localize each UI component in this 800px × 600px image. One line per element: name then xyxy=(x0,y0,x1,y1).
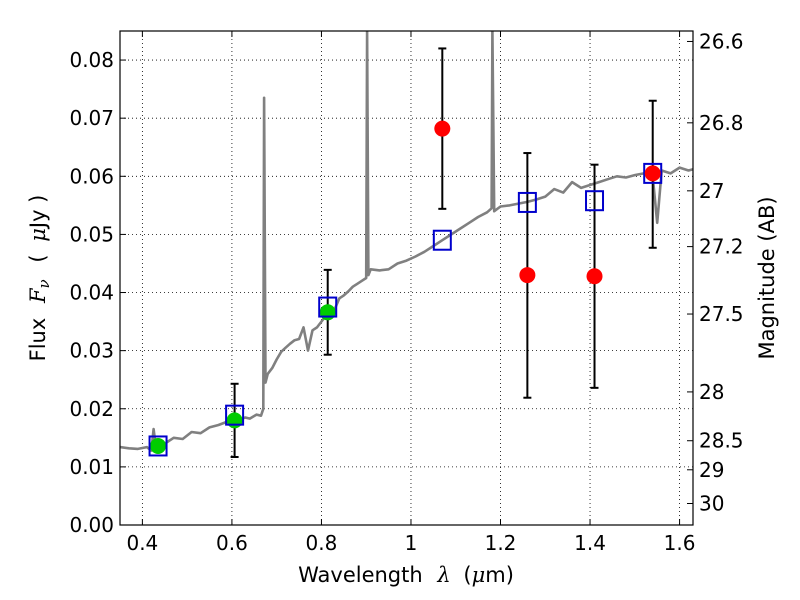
y-tick-label: 0.08 xyxy=(69,48,114,72)
mag-tick-label: 28.5 xyxy=(699,429,744,453)
y-tick-label: 0.07 xyxy=(69,106,114,130)
mag-tick-label: 28 xyxy=(699,380,724,404)
y-tick-label: 0.03 xyxy=(69,339,114,363)
marker-layer xyxy=(148,120,663,457)
plot-frame xyxy=(119,30,694,526)
y-label-mu: μ xyxy=(26,228,50,242)
model-square-marker xyxy=(585,190,605,212)
mag-tick-label: 27 xyxy=(699,179,724,203)
y-tick-label: 0.04 xyxy=(69,281,114,305)
grid xyxy=(120,31,693,526)
model-square-marker xyxy=(148,435,168,457)
x-tick-label: 1 xyxy=(405,531,418,555)
y-tick-label: 0.06 xyxy=(69,164,114,188)
mag-tick-label: 29 xyxy=(699,458,724,482)
x-label-mu: μ xyxy=(472,563,486,587)
y-label-unit: Jy ) xyxy=(26,195,50,231)
mag-tick-label: 26.8 xyxy=(699,111,744,135)
y-tick-label: 0.01 xyxy=(69,455,114,479)
y2-axis-label: Magnitude (AB) xyxy=(755,196,779,359)
red-data-point xyxy=(519,267,536,284)
x-tick-label: 1.2 xyxy=(485,531,517,555)
y-tick-label: 0.05 xyxy=(69,222,114,246)
x-axis-label: Wavelength λ (μm) xyxy=(298,563,514,587)
mag-tick-label: 26.6 xyxy=(699,29,744,53)
y-axis-label: Flux Fν ( μJy ) xyxy=(26,195,54,362)
model-square-marker xyxy=(432,229,452,251)
y-label-symbol: F xyxy=(26,287,50,304)
spectrum-line xyxy=(120,31,693,452)
errorbar-layer xyxy=(230,47,657,459)
green-data-point xyxy=(150,437,167,454)
y-label-paren: ( xyxy=(26,254,50,262)
red-data-point xyxy=(586,268,603,285)
x-tick-label: 0.8 xyxy=(306,531,338,555)
x-tick-label: 1.6 xyxy=(664,531,696,555)
mag-tick-label: 27.2 xyxy=(699,235,744,259)
x-label-unit-open: ( xyxy=(463,563,471,587)
mag-tick-label: 30 xyxy=(699,491,724,515)
x-label-prefix: Wavelength xyxy=(298,563,423,587)
axis-ticks: 0.4 0.6 0.8 1 1.2 1.4 1.6 0.00 0.01 0.02 0.03 0.04 0… xyxy=(69,29,743,555)
model-square-marker xyxy=(318,296,338,318)
mag-tick-label: 27.5 xyxy=(699,302,744,326)
x-tick-label: 1.4 xyxy=(574,531,606,555)
x-label-lambda: λ xyxy=(436,563,450,587)
green-data-point xyxy=(226,412,243,429)
model-square-marker xyxy=(643,162,663,184)
green-data-point xyxy=(319,304,336,321)
x-tick-label: 0.6 xyxy=(216,531,248,555)
x-tick-label: 0.4 xyxy=(126,531,158,555)
y-label-prefix: Flux xyxy=(26,318,50,362)
spectrum-layer xyxy=(120,31,693,452)
red-data-point xyxy=(644,165,661,182)
y-label-subscript: ν xyxy=(35,279,53,288)
y-tick-label: 0.00 xyxy=(69,513,114,537)
x-label-unit-close: m) xyxy=(485,563,514,587)
model-square-marker xyxy=(517,191,537,213)
model-square-marker xyxy=(225,404,245,426)
red-data-point xyxy=(434,120,451,137)
y-tick-label: 0.02 xyxy=(69,397,114,421)
